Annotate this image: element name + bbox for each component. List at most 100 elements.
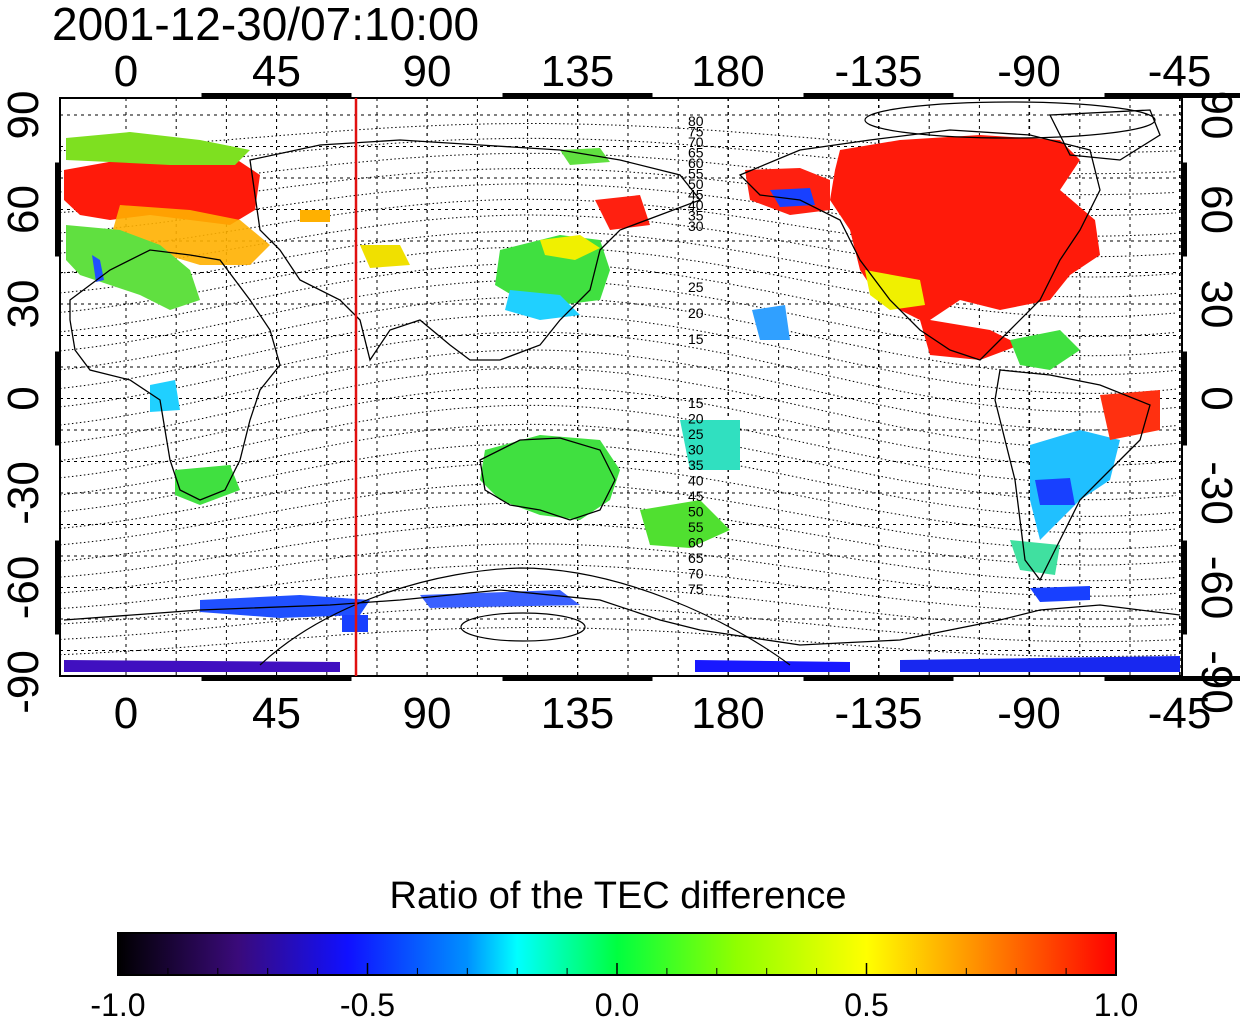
- latitude-tick-label: 0: [0, 386, 48, 410]
- contour-label: 35: [688, 208, 704, 224]
- data-patch-south-america-blue: [1035, 478, 1075, 505]
- data-patch-north-america-yellow: [865, 270, 925, 310]
- longitude-tick-label: 90: [403, 689, 452, 738]
- latitude-tick-label: 0: [1192, 386, 1240, 410]
- colorbar-tick-label: -0.5: [340, 987, 395, 1023]
- longitude-axis-top: 0 45 90 135 180 -135 -90 -45: [114, 47, 1212, 96]
- magnetic-contour-line: [60, 564, 1177, 612]
- coastlines: [63, 109, 1181, 646]
- longitude-tick-label: 0: [114, 689, 138, 738]
- magnetic-latitude-contours: [60, 123, 1177, 657]
- tick-bar-left: [55, 162, 60, 257]
- contour-label: 65: [688, 550, 704, 566]
- axis-tick-bars: [55, 93, 1240, 681]
- data-patch-new-zealand: [640, 500, 730, 548]
- data-patch-south-pole-strip: [64, 660, 340, 672]
- longitude-tick-label: 135: [541, 47, 614, 96]
- colorbar-title: Ratio of the TEC difference: [390, 875, 847, 917]
- contour-label: 55: [688, 519, 704, 535]
- magnetic-contour-line: [60, 423, 1177, 501]
- data-patch-europe-blue: [92, 255, 104, 282]
- tick-bar-top: [803, 93, 954, 98]
- colorbar-tick-label: 0.0: [595, 987, 639, 1023]
- data-patch-japan-red: [595, 195, 650, 230]
- contour-label: 70: [688, 566, 704, 582]
- magnetic-contour-line: [60, 482, 1177, 550]
- data-patch-europe: [64, 150, 260, 225]
- latitude-tick-label: 90: [1192, 91, 1240, 140]
- coastline-south-america: [994, 369, 1151, 582]
- data-patch-south-america: [1030, 430, 1120, 540]
- contour-label: 15: [688, 331, 704, 347]
- longitude-axis-bottom: 0 45 90 135 180 -135 -90 -45: [114, 689, 1212, 738]
- magnetic-contour-line: [60, 183, 1177, 237]
- tick-bar-bottom: [201, 676, 352, 681]
- magnetic-contour-line: [60, 443, 1177, 517]
- magnetic-contour-line: [60, 462, 1177, 534]
- tick-bar-left: [55, 540, 60, 635]
- contour-label: 50: [688, 504, 704, 520]
- contour-label: 20: [688, 411, 704, 427]
- coastline-australia: [479, 437, 616, 521]
- coastline-north-america: [738, 129, 1101, 361]
- magnetic-contour-line: [60, 404, 1177, 484]
- magnetic-contour-line: [60, 246, 1177, 318]
- coastline-asia: [249, 139, 702, 362]
- magnetic-contour-line: [60, 543, 1177, 597]
- contour-label: 30: [688, 218, 704, 234]
- timestamp-label: 2001-12-30/07:10:00: [52, 0, 479, 50]
- latitude-tick-label: 90: [0, 91, 48, 140]
- magnetic-contour-line: [60, 296, 1177, 376]
- contour-label: 70: [688, 134, 704, 150]
- longitude-tick-label: 180: [691, 689, 764, 738]
- colorbar-ticks: -1.0 -0.5 0.0 0.5 1.0: [90, 963, 1138, 1023]
- data-patch-pacific-south: [680, 420, 740, 470]
- contour-label: 45: [688, 488, 704, 504]
- data-patch-middle-east: [300, 210, 330, 222]
- contour-label: 20: [688, 305, 704, 321]
- latitude-tick-label: -30: [0, 461, 48, 525]
- data-patch-south-pole-strip-3: [900, 656, 1180, 672]
- colorbar-tick-label: 1.0: [1094, 987, 1138, 1023]
- coastline-antarctica: [63, 589, 1181, 646]
- longitude-tick-label: -135: [834, 47, 922, 96]
- contour-label: 60: [688, 155, 704, 171]
- tick-bar-bottom: [502, 676, 653, 681]
- contour-label: 30: [688, 442, 704, 458]
- magnetic-contour-line: [60, 386, 1177, 466]
- longitude-tick-label: -90: [997, 689, 1061, 738]
- longitude-tick-label: 90: [403, 47, 452, 96]
- tick-bar-bottom: [1104, 676, 1240, 681]
- latitude-axis-left: 90 60 30 0 -30 -60 -90: [0, 91, 48, 714]
- contour-label: 80: [688, 113, 704, 129]
- latitude-tick-label: -90: [0, 650, 48, 714]
- tick-bar-right: [1182, 351, 1187, 446]
- contour-label: 25: [688, 426, 704, 442]
- data-patch-antarctica-3: [1030, 586, 1090, 602]
- data-patch-europe-north: [66, 132, 250, 165]
- magnetic-contour-line: [60, 367, 1177, 449]
- contour-label: 50: [688, 176, 704, 192]
- magnetic-contour-line: [60, 168, 1177, 216]
- longitude-tick-label: 180: [691, 47, 764, 96]
- latitude-axis-right: 90 60 30 0 -30 -60 -90: [1192, 91, 1240, 714]
- tick-bar-right: [1182, 540, 1187, 635]
- data-patch-europe-green: [66, 225, 200, 310]
- contour-label: 55: [688, 166, 704, 182]
- longitude-tick-label: -45: [1148, 689, 1212, 738]
- contour-label: 15: [688, 395, 704, 411]
- tick-bar-left: [55, 351, 60, 446]
- data-patch-australia: [480, 435, 620, 520]
- longitude-tick-label: -45: [1148, 47, 1212, 96]
- contour-label: 40: [688, 473, 704, 489]
- data-patch-east-asia-cyan: [505, 290, 580, 320]
- latitude-tick-label: 60: [0, 185, 48, 234]
- data-patch-east-asia-yellow: [540, 235, 600, 260]
- contour-label: 75: [688, 124, 704, 140]
- longitude-tick-label: -90: [997, 47, 1061, 96]
- magnetic-contour-line: [60, 314, 1177, 394]
- colorbar-tick-label: -1.0: [90, 987, 145, 1023]
